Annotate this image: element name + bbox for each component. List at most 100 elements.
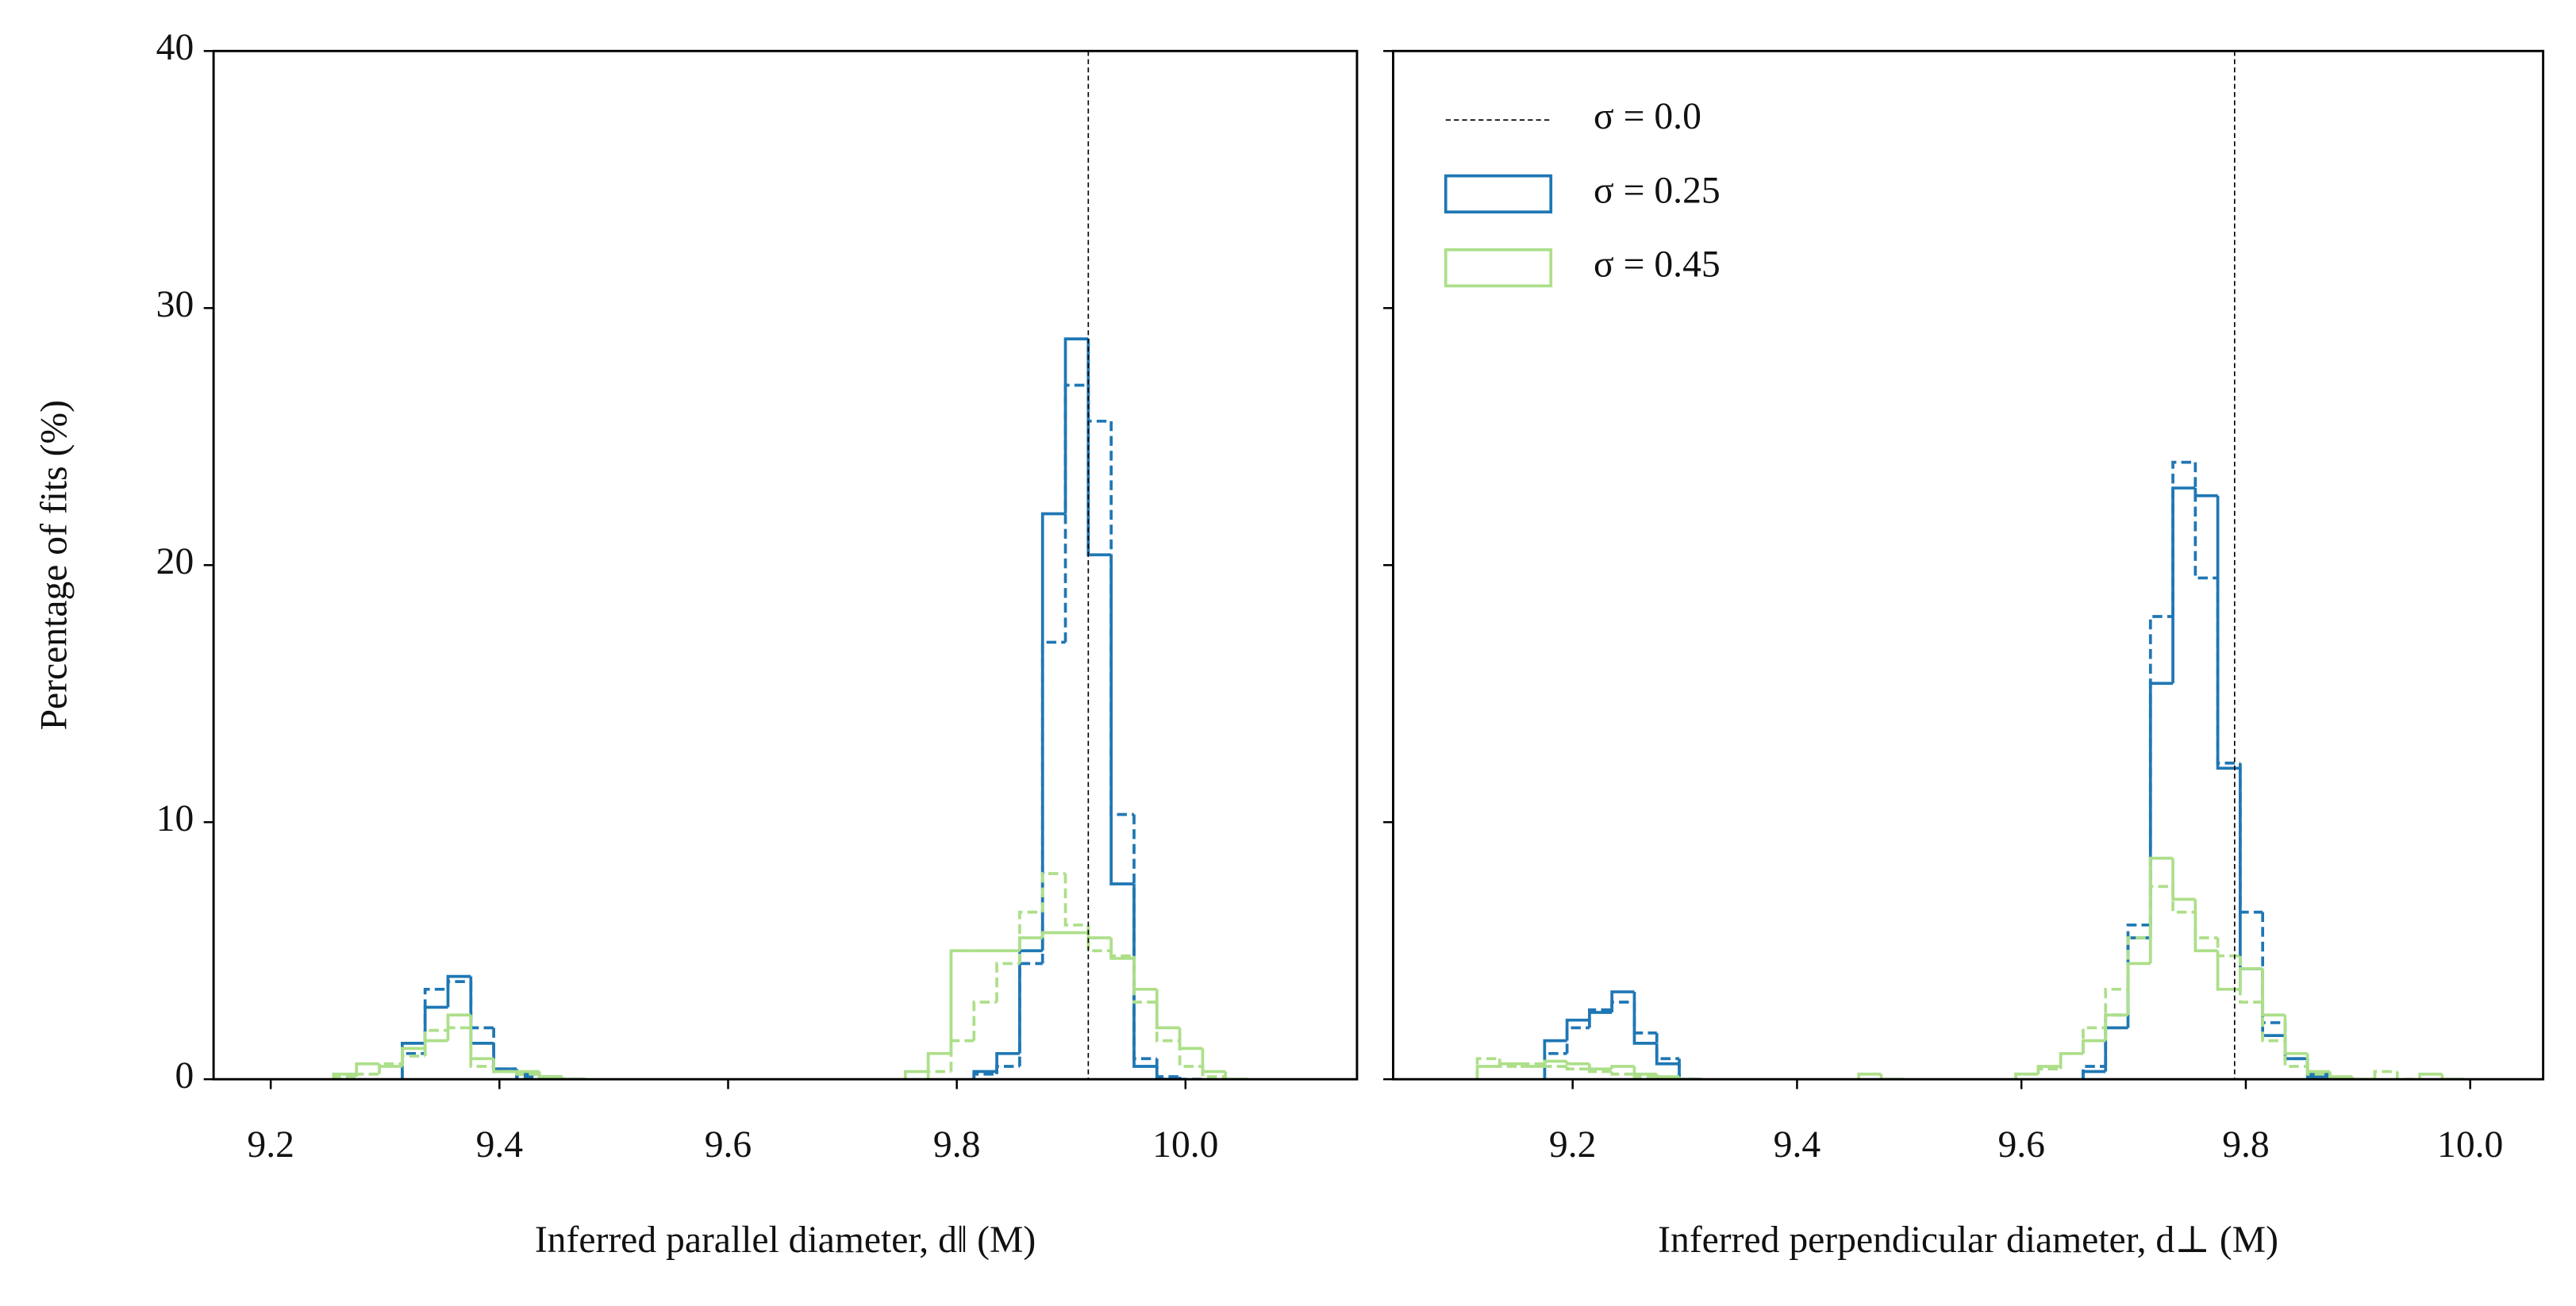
histogram-step [2126,936,2151,989]
histogram-step [355,1072,380,1077]
histogram-step [995,1065,1020,1074]
histogram-step [1040,931,1066,939]
histogram-step [1018,910,1043,964]
histogram-step [1132,883,1157,1068]
histogram-step [446,974,471,1008]
histogram-step [1018,962,1043,1067]
histogram-step [2148,682,2174,939]
histogram-step [423,1028,448,1057]
histogram-step [949,1039,975,1072]
y-tick-label: 0 [175,1055,194,1097]
histogram-step [492,1066,517,1074]
y-tick-label: 20 [156,541,194,582]
histogram-step [972,1072,998,1080]
histogram-step [469,1028,494,1068]
histogram-step [1632,1074,1657,1078]
histogram-step [995,1051,1020,1072]
histogram-step [1063,383,1089,643]
histogram-step [1588,1011,1613,1020]
histogram-step [1632,1002,1657,1035]
histogram-step [2104,1013,2128,1067]
histogram-step [2216,578,2240,765]
histogram-step [1588,1063,1613,1071]
histogram-step [446,1013,471,1041]
histogram-step [1040,872,1066,912]
histogram-step [2014,1072,2039,1080]
histogram-step [1132,814,1157,1061]
histogram-step [1678,1076,1702,1080]
histogram-step [1040,512,1066,951]
histogram-step [2373,1070,2397,1080]
histogram-step [1857,1072,1882,1080]
x-tick-label: 9.4 [476,1124,524,1166]
axes-frame [212,49,1359,1081]
histogram-step [1086,385,1112,423]
histogram-step [2261,968,2286,1017]
histogram-step [355,1062,380,1074]
histogram-step [2171,460,2196,617]
histogram-step [1155,989,1180,1030]
histogram-step [1201,1048,1226,1074]
histogram-step [1610,1071,1635,1076]
histogram-step [2171,858,2196,901]
histogram-step [2261,912,2286,1024]
histogram-step [1655,1076,1680,1080]
histogram-step [1610,1001,1635,1010]
histogram-step [560,1076,586,1080]
histogram-step [2082,1039,2106,1054]
histogram-step [1565,1061,1590,1066]
x-axis-label: Inferred parallel diameter, d‖ (M) [535,1220,1036,1261]
histogram-step [2305,1066,2330,1076]
histogram-step [2171,886,2196,914]
histogram-step [1543,1063,1567,1068]
histogram-step [1063,337,1089,514]
histogram-step [1678,1063,1702,1080]
histogram-step [2148,885,2174,939]
histogram-step [469,1015,494,1061]
histogram-step [926,1070,952,1080]
histogram-step [2239,967,2263,989]
histogram-step [2082,1070,2106,1080]
x-tick-label: 10.0 [2437,1124,2503,1166]
histogram-step [1655,1043,1680,1066]
histogram-step [1040,640,1066,964]
histogram-step [1178,1076,1203,1080]
histogram-step [2283,1040,2308,1068]
histogram-step [2193,912,2218,939]
histogram-step [2239,955,2263,1004]
histogram-step [2216,495,2240,770]
histogram-step [378,1062,402,1074]
y-tick-label: 40 [156,27,194,68]
histogram-step [2104,987,2128,1028]
histogram-step [1678,1058,1702,1080]
histogram-step [423,1005,448,1043]
histogram-step [1588,1069,1613,1074]
histogram-step [2440,1074,2465,1080]
histogram-step [446,1026,471,1031]
histogram-step [1475,1057,1500,1080]
histogram-step [1879,1074,1904,1080]
histogram-step [2351,1076,2375,1080]
histogram-step [2126,962,2151,1016]
histogram-step [2059,1051,2083,1070]
histogram-step [2082,1065,2106,1080]
histogram-step [2261,1002,2286,1043]
histogram-step [469,976,494,1045]
histogram-step [1201,1066,1226,1078]
x-tick-label: 9.2 [247,1124,294,1166]
histogram-step [949,949,975,1054]
x-tick-label: 9.8 [933,1124,981,1166]
histogram-step [2216,951,2240,991]
histogram-step [1063,874,1089,927]
histogram-step [400,1054,425,1064]
histogram-step [2126,936,2151,1028]
histogram-step [1155,1002,1180,1043]
histogram-step [1132,955,1157,1004]
axes-frame [1392,49,2545,1081]
histogram-step [2239,762,2263,914]
x-tick-label: 9.8 [2222,1124,2270,1166]
histogram-step [2239,768,2263,970]
histogram-step [1521,1062,1545,1067]
